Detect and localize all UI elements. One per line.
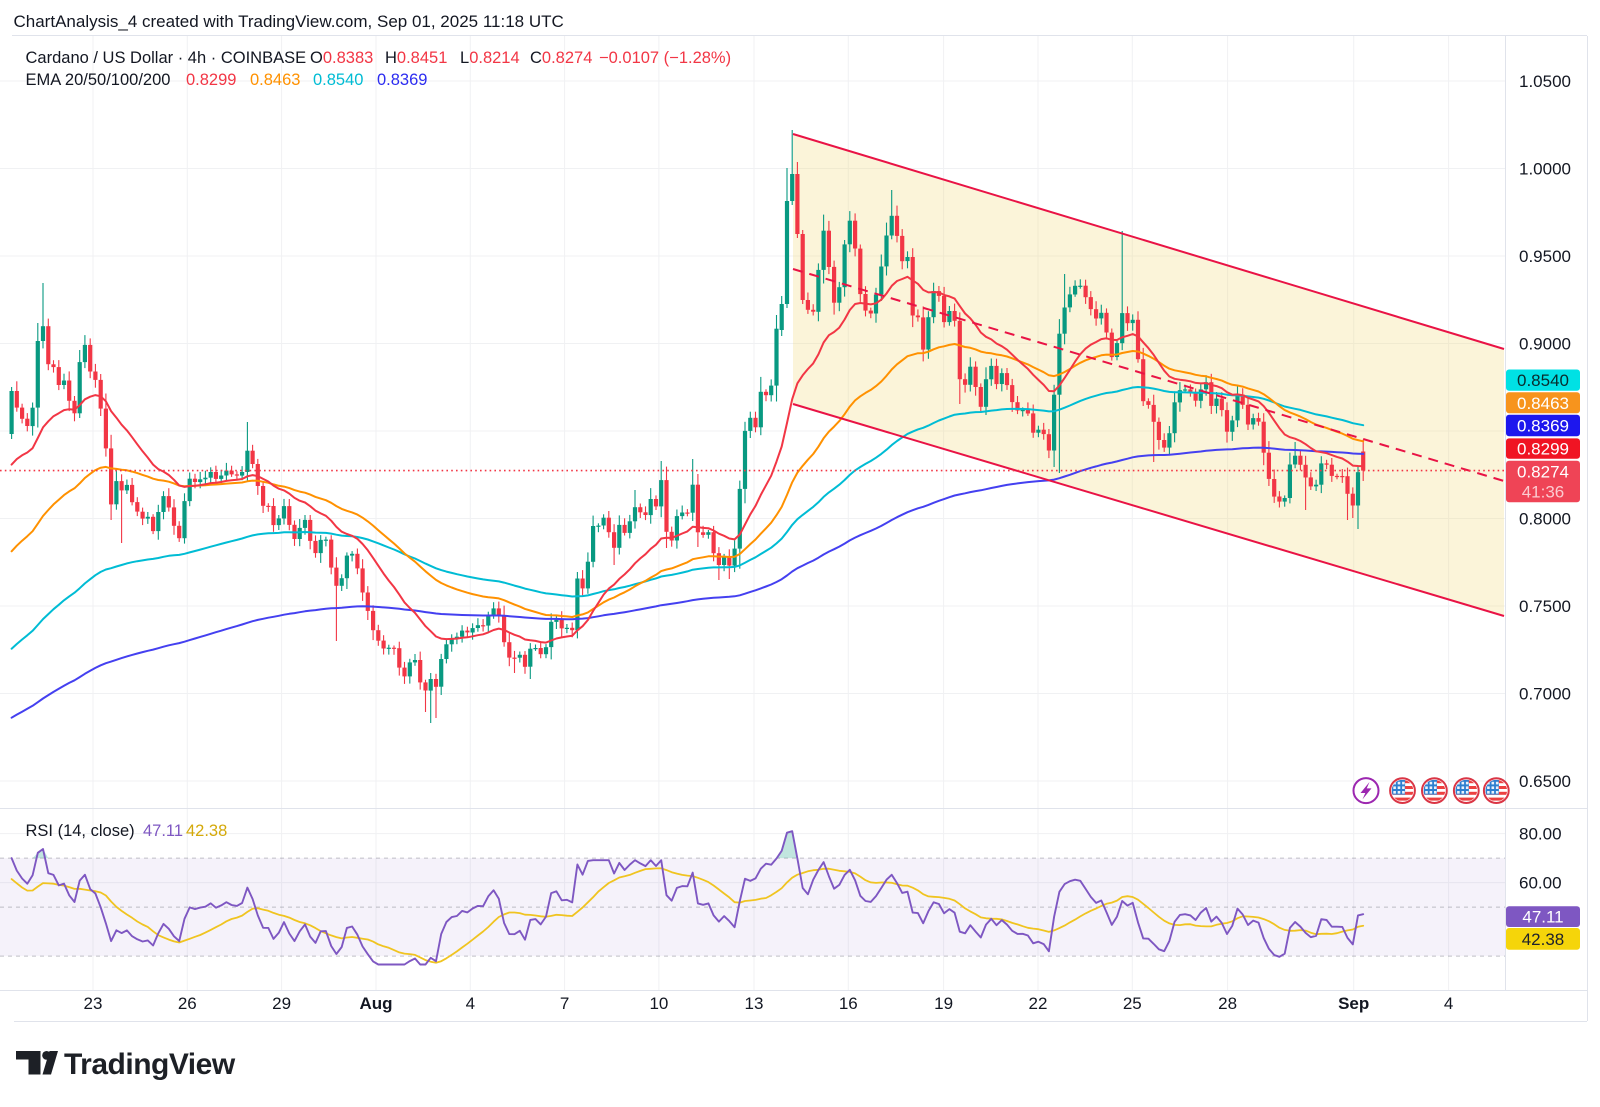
- svg-text:42.38: 42.38: [186, 822, 227, 840]
- svg-text:H0.8451: H0.8451: [385, 49, 447, 67]
- svg-text:0.8540: 0.8540: [1517, 371, 1569, 390]
- svg-text:23: 23: [84, 994, 103, 1013]
- svg-text:Aug: Aug: [359, 994, 392, 1013]
- svg-text:Cardano / US Dollar · 4h · COI: Cardano / US Dollar · 4h · COINBASE: [26, 49, 307, 67]
- svg-text:4: 4: [1444, 994, 1453, 1013]
- svg-text:80.00: 80.00: [1519, 825, 1562, 844]
- svg-text:O0.8383: O0.8383: [310, 49, 373, 67]
- svg-text:10: 10: [649, 994, 668, 1013]
- svg-text:ChartAnalysis_4 created with T: ChartAnalysis_4 created with TradingView…: [14, 12, 564, 31]
- svg-text:0.7000: 0.7000: [1519, 685, 1571, 704]
- svg-text:0.8000: 0.8000: [1519, 510, 1571, 529]
- svg-text:0.8299: 0.8299: [1517, 440, 1569, 459]
- svg-text:29: 29: [272, 994, 291, 1013]
- svg-text:19: 19: [934, 994, 953, 1013]
- svg-text:0.9000: 0.9000: [1519, 335, 1571, 354]
- svg-text:RSI (14, close): RSI (14, close): [26, 822, 135, 840]
- svg-text:25: 25: [1123, 994, 1142, 1013]
- svg-text:L0.8214: L0.8214: [460, 49, 520, 67]
- svg-text:41:36: 41:36: [1522, 483, 1565, 502]
- svg-text:TradingView: TradingView: [64, 1048, 236, 1081]
- svg-text:47.11: 47.11: [1522, 908, 1563, 927]
- svg-text:C0.8274: C0.8274: [530, 49, 592, 67]
- svg-text:0.8299: 0.8299: [186, 71, 236, 89]
- svg-text:16: 16: [839, 994, 858, 1013]
- svg-text:−0.0107 (−1.28%): −0.0107 (−1.28%): [599, 49, 731, 67]
- svg-text:0.8369: 0.8369: [1517, 416, 1569, 435]
- svg-text:4: 4: [466, 994, 475, 1013]
- svg-text:0.9500: 0.9500: [1519, 247, 1571, 266]
- svg-text:1.0500: 1.0500: [1519, 72, 1571, 91]
- svg-text:47.11: 47.11: [143, 822, 183, 840]
- svg-text:0.7500: 0.7500: [1519, 597, 1571, 616]
- svg-text:42.38: 42.38: [1522, 930, 1565, 949]
- svg-text:1.0000: 1.0000: [1519, 160, 1571, 179]
- svg-text:0.8540: 0.8540: [313, 71, 363, 89]
- svg-text:60.00: 60.00: [1519, 874, 1562, 893]
- svg-text:7: 7: [560, 994, 569, 1013]
- svg-text:EMA 20/50/100/200: EMA 20/50/100/200: [26, 71, 171, 89]
- svg-text:0.8274: 0.8274: [1517, 463, 1569, 482]
- svg-text:0.8463: 0.8463: [250, 71, 300, 89]
- svg-text:0.8463: 0.8463: [1517, 394, 1569, 413]
- svg-text:22: 22: [1029, 994, 1048, 1013]
- svg-text:Sep: Sep: [1338, 994, 1369, 1013]
- svg-text:26: 26: [178, 994, 197, 1013]
- svg-text:0.8369: 0.8369: [377, 71, 427, 89]
- svg-text:13: 13: [745, 994, 764, 1013]
- svg-text:0.6500: 0.6500: [1519, 772, 1571, 791]
- svg-text:28: 28: [1218, 994, 1237, 1013]
